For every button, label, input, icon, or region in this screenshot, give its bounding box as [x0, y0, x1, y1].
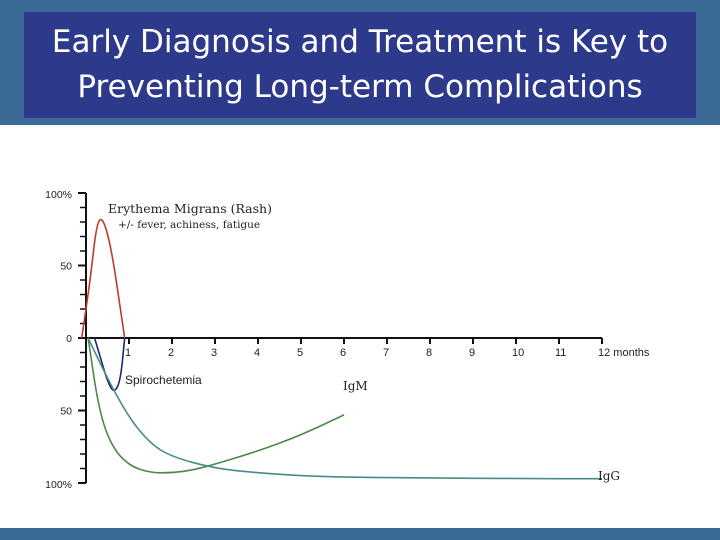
x-tick-label: 10: [512, 347, 524, 359]
y-tick-label: 100%: [45, 479, 72, 491]
slide-title-line-2: Preventing Long-term Complications: [77, 69, 643, 105]
x-tick-label: 7: [383, 347, 389, 359]
y-tick-label: 50: [60, 261, 72, 273]
x-tick-label: 12 months: [598, 347, 650, 359]
y-tick-label: 50: [60, 406, 72, 418]
x-tick-label: 1: [125, 347, 131, 359]
x-tick-label: 5: [297, 347, 303, 359]
spiro-series-line: [93, 337, 126, 391]
rash-annotation: Erythema Migrans (Rash): [108, 201, 272, 216]
chart-axes: 1 2 3 4 5 6 7 8 9 10 11 12 months 100% 50 0 50 100%: [45, 189, 650, 491]
x-tick-label: 8: [426, 347, 432, 359]
x-tick-label: 9: [469, 347, 475, 359]
rash-series-line: [80, 218, 126, 339]
chart-series-lines: [80, 218, 602, 480]
igm-annotation: IgM: [343, 379, 368, 393]
igm-series-line: [87, 337, 345, 474]
y-tick-label: 100%: [45, 189, 72, 201]
x-tick-label: 11: [555, 347, 566, 359]
igg-series-line: [87, 337, 602, 480]
rash-symptoms-annotation: +/- fever, achiness, fatigue: [118, 219, 260, 231]
igg-annotation: IgG: [598, 469, 620, 483]
chart-labels: Erythema Migrans (Rash) +/- fever, achin…: [108, 201, 620, 483]
title-band: Early Diagnosis and Treatment is Key to …: [0, 0, 720, 125]
footer-band: [0, 528, 720, 540]
slide-title-line-1: Early Diagnosis and Treatment is Key to: [51, 24, 669, 60]
x-tick-label: 6: [340, 347, 346, 359]
y-tick-label: 0: [66, 333, 72, 345]
title-box: Early Diagnosis and Treatment is Key to …: [24, 12, 696, 118]
x-tick-label: 3: [211, 347, 217, 359]
spirochetemia-annotation: Spirochetemia: [125, 373, 202, 387]
x-tick-label: 2: [168, 347, 174, 359]
lyme-disease-timeline-chart: 1 2 3 4 5 6 7 8 9 10 11 12 months 100% 50 0 50 100% Eryt…: [45, 189, 650, 491]
x-tick-label: 4: [254, 347, 260, 359]
